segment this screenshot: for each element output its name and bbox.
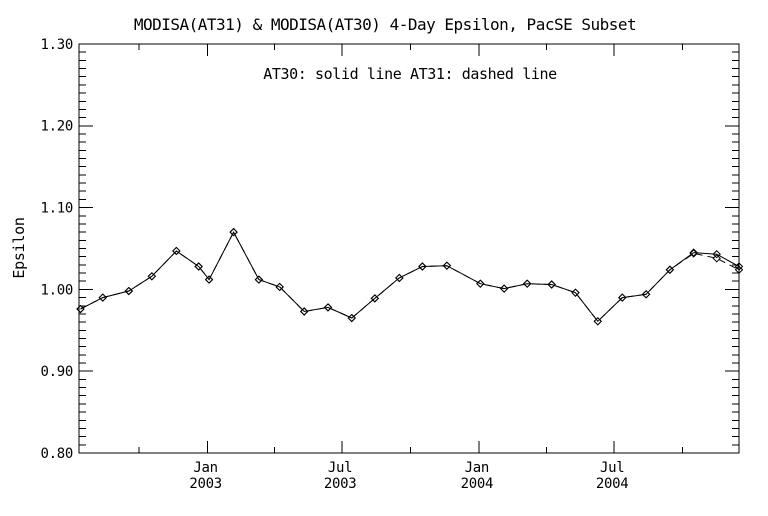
diamond-marker-at31 xyxy=(395,273,404,283)
axes: 1.301.201.101.000.900.80Jan2003Jul2003Ja… xyxy=(40,37,740,492)
diamond-marker-at31 xyxy=(299,307,309,316)
diamond-marker-at31 xyxy=(593,317,602,326)
x-tick-label-month: Jul xyxy=(600,460,624,476)
series-line-at31 xyxy=(80,231,740,323)
diamond-marker-at31 xyxy=(734,265,744,274)
diamond-marker-at31 xyxy=(204,275,214,284)
diamond-marker-at30 xyxy=(712,250,721,259)
diamond-marker-at30 xyxy=(689,248,698,257)
y-tick-label: 1.20 xyxy=(40,119,73,135)
diamond-marker-at31 xyxy=(641,290,651,299)
x-tick-label-year: 2003 xyxy=(189,476,222,492)
diamond-marker-at31 xyxy=(665,265,675,274)
y-tick-label: 0.80 xyxy=(40,446,73,462)
diamond-marker-at31 xyxy=(98,293,107,302)
x-tick-label-month: Jul xyxy=(328,460,352,476)
diamond-marker-at31 xyxy=(76,304,85,314)
diamond-marker-at31 xyxy=(370,294,380,303)
legend-annotation: AT30: solid line AT31: dashed line xyxy=(263,65,557,83)
y-tick-label: 0.90 xyxy=(40,364,73,380)
diamond-marker-at31 xyxy=(347,313,356,323)
diamond-marker-at31 xyxy=(275,282,284,292)
diamond-marker-at31 xyxy=(618,293,627,302)
diamond-marker-at31 xyxy=(172,246,181,256)
diamond-marker-at31 xyxy=(499,284,509,293)
data-series xyxy=(76,227,744,326)
diamond-marker-at31 xyxy=(571,288,580,297)
y-tick-label: 1.30 xyxy=(40,37,73,53)
diamond-marker-at31 xyxy=(254,275,264,284)
diamond-marker-at30 xyxy=(734,262,744,271)
diamond-marker-at31 xyxy=(547,280,556,289)
y-axis-label: Epsilon xyxy=(10,217,28,278)
series-line-at30 xyxy=(80,231,740,323)
diamond-marker-at31 xyxy=(323,303,333,312)
chart-title: MODISA(AT31) & MODISA(AT30) 4-Day Epsilo… xyxy=(134,15,636,34)
x-tick-label-year: 2004 xyxy=(461,476,494,492)
diamond-marker-at31 xyxy=(194,262,203,271)
diamond-marker-at31 xyxy=(418,262,427,271)
diamond-marker-at31 xyxy=(522,279,532,288)
diamond-marker-at31 xyxy=(476,279,485,288)
x-tick-label-year: 2003 xyxy=(324,476,357,492)
diamond-marker-at30 xyxy=(76,304,85,314)
y-tick-label: 1.00 xyxy=(40,282,73,298)
x-tick-label-month: Jan xyxy=(465,460,489,476)
diamond-marker-at31 xyxy=(689,249,698,258)
diamond-marker-at31 xyxy=(229,227,238,237)
x-tick-label-year: 2004 xyxy=(596,476,629,492)
diamond-marker-at31 xyxy=(442,261,452,270)
y-tick-label: 1.10 xyxy=(40,201,73,217)
diamond-marker-at31 xyxy=(712,254,721,263)
diamond-marker-at31 xyxy=(124,286,134,296)
diamond-marker-at31 xyxy=(147,272,157,281)
x-tick-label-month: Jan xyxy=(193,460,217,476)
